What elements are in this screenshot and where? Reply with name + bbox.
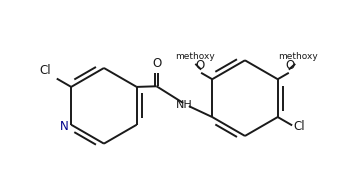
Text: NH: NH	[176, 100, 193, 110]
Text: methoxy: methoxy	[175, 52, 215, 61]
Text: O: O	[152, 57, 161, 70]
Text: methoxy: methoxy	[278, 52, 318, 61]
Text: O: O	[195, 59, 204, 72]
Text: Cl: Cl	[39, 64, 51, 77]
Text: N: N	[60, 120, 69, 132]
Text: Cl: Cl	[293, 120, 305, 132]
Text: O: O	[285, 59, 295, 72]
